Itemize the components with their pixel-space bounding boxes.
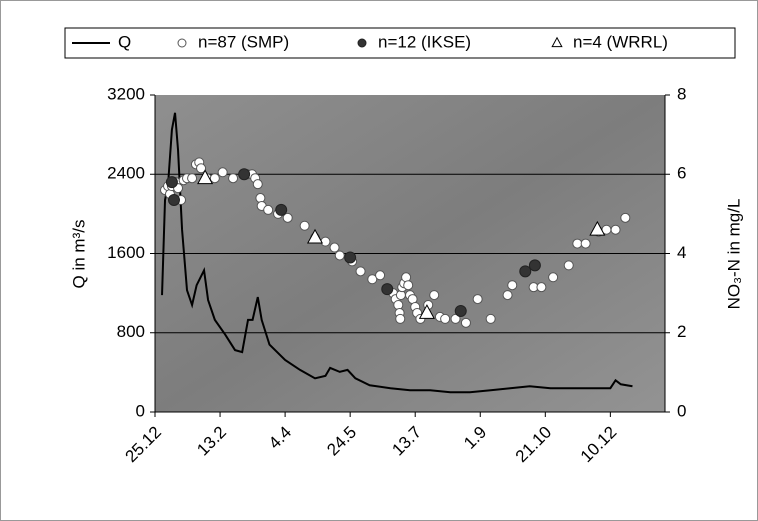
open-marker [507, 280, 518, 291]
filled-marker [454, 304, 467, 317]
open-marker [395, 313, 406, 324]
y-tick-label: 2400 [107, 164, 145, 183]
open-marker [252, 179, 263, 190]
open-marker [334, 250, 345, 261]
y2-tick-label: 4 [677, 243, 686, 262]
open-marker [299, 220, 310, 231]
y-axis-title: Q in m³/s [69, 220, 88, 289]
open-marker [548, 272, 559, 283]
open-marker [320, 236, 331, 247]
open-marker [450, 313, 461, 324]
filled-marker [344, 251, 357, 264]
open-marker [460, 317, 471, 328]
open-marker [536, 282, 547, 293]
open-marker [580, 238, 591, 249]
open-marker [375, 270, 386, 281]
open-marker [367, 274, 378, 285]
filled-marker [165, 176, 178, 189]
open-marker [217, 167, 228, 178]
filled-marker [381, 283, 394, 296]
filled-marker [167, 194, 180, 207]
y-tick-label: 1600 [107, 243, 145, 262]
filled-marker [238, 168, 251, 181]
open-marker [572, 238, 583, 249]
open-marker [620, 212, 631, 223]
y2-axis-title: NO₃-N in mg/L [724, 199, 743, 310]
triangle-marker [306, 228, 324, 244]
filled-marker [519, 265, 532, 278]
open-marker [196, 163, 207, 174]
legend [64, 27, 736, 59]
triangle-marker [589, 220, 606, 236]
open-marker [355, 266, 366, 277]
legend-swatch [177, 38, 187, 48]
open-marker [282, 212, 293, 223]
y2-tick-label: 8 [677, 84, 686, 103]
legend-label: Q [118, 32, 131, 51]
legend-label: n=87 (SMP) [198, 32, 289, 51]
open-marker [403, 280, 414, 291]
filled-marker [528, 259, 541, 272]
filled-marker [275, 203, 288, 216]
open-marker [209, 173, 220, 184]
open-marker [502, 290, 513, 301]
open-marker [329, 242, 340, 253]
legend-label: n=12 (IKSE) [378, 32, 471, 51]
legend-swatch [357, 38, 367, 48]
y-tick-label: 3200 [107, 84, 145, 103]
open-marker [228, 173, 239, 184]
open-marker [563, 260, 574, 271]
y-tick-label: 0 [136, 401, 145, 420]
open-marker [485, 313, 496, 324]
legend-swatch [551, 36, 563, 48]
y2-tick-label: 6 [677, 164, 686, 183]
q-line [161, 112, 633, 394]
open-marker [440, 313, 451, 324]
legend-label: n=4 (WRRL) [573, 32, 668, 51]
open-marker [429, 290, 440, 301]
open-marker [263, 204, 274, 215]
open-marker [187, 173, 198, 184]
y2-tick-label: 2 [677, 322, 686, 341]
y-tick-label: 800 [117, 322, 145, 341]
open-marker [610, 224, 621, 235]
triangle-marker [418, 304, 435, 319]
open-marker [472, 294, 483, 305]
triangle-marker [197, 169, 214, 185]
y2-tick-label: 0 [677, 401, 686, 420]
